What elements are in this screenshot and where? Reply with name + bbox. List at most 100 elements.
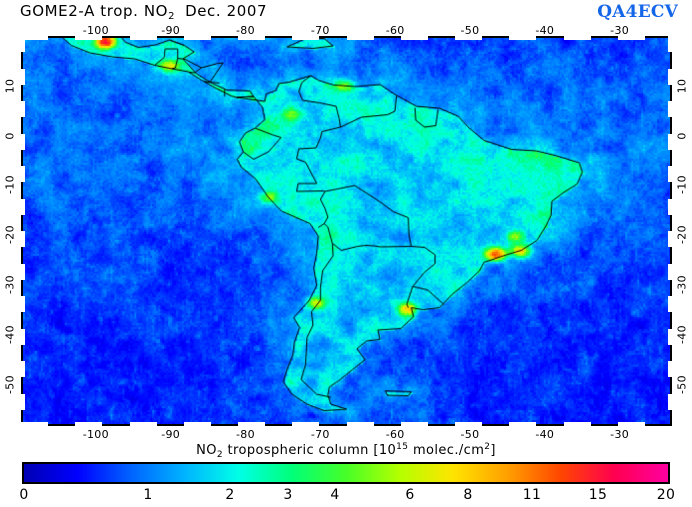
frame-dash-top-8 (238, 36, 266, 40)
frame-dash-top-14 (400, 36, 428, 40)
frame-dash-left-12 (21, 231, 25, 248)
frame-dash-bottom-6 (183, 422, 211, 426)
colorbar-tick-8: 8 (463, 487, 473, 503)
frame-dash-bottom-0 (21, 422, 49, 426)
frame-dash-right-22 (668, 393, 672, 410)
no2-column-heatmap (23, 38, 670, 424)
x-axis-tick-bottom--50: -50 (460, 428, 480, 441)
cbar-title-bracket: ] (490, 443, 496, 458)
y-axis-tick-left--20: -20 (3, 225, 17, 244)
frame-dash-top-22 (617, 36, 645, 40)
frame-dash-right-4 (668, 101, 672, 118)
frame-dash-left-6 (21, 133, 25, 150)
y-axis-tick-left-0: 0 (3, 132, 17, 140)
frame-dash-right-18 (668, 328, 672, 345)
frame-dash-top-16 (455, 36, 483, 40)
x-axis-tick-top--30: -30 (610, 24, 630, 37)
frame-dash-right-20 (668, 361, 672, 378)
cbar-title-units: molec./cm (408, 443, 485, 458)
y-axis-tick-right-10: 10 (675, 78, 689, 94)
frame-dash-top-20 (563, 36, 591, 40)
frame-dash-left-20 (21, 361, 25, 378)
title-period: Dec. 2007 (185, 2, 268, 20)
frame-dash-bottom-8 (238, 422, 266, 426)
y-axis-tick-right--10: -10 (675, 175, 689, 194)
frame-dash-bottom-12 (346, 422, 374, 426)
frame-dash-top-4 (129, 36, 157, 40)
x-axis-tick-bottom--70: -70 (310, 428, 330, 441)
colorbar (22, 462, 670, 484)
x-axis-tick-top--100: -100 (82, 24, 109, 37)
x-axis-tick-top--50: -50 (460, 24, 480, 37)
x-axis-tick-top--80: -80 (236, 24, 255, 37)
cbar-title-sub: 2 (216, 450, 224, 460)
cbar-title-units-exponent: 2 (484, 442, 491, 452)
qa4ecv-logo: QA4ECV (597, 2, 678, 22)
frame-dash-right-12 (668, 231, 672, 248)
frame-dash-left-4 (21, 101, 25, 118)
colorbar-tick-11: 11 (522, 487, 542, 503)
frame-dash-top-6 (183, 36, 211, 40)
frame-dash-left-22 (21, 393, 25, 410)
x-axis-tick-bottom--100: -100 (82, 428, 109, 441)
frame-dash-right-2 (668, 68, 672, 85)
frame-dash-bottom-16 (455, 422, 483, 426)
colorbar-tick-3: 3 (283, 487, 293, 503)
frame-dash-bottom-20 (563, 422, 591, 426)
frame-dash-top-10 (292, 36, 320, 40)
x-axis-tick-bottom--80: -80 (236, 428, 255, 441)
frame-dash-bottom-18 (509, 422, 537, 426)
x-axis-tick-bottom--40: -40 (535, 428, 555, 441)
y-axis-tick-right--30: -30 (675, 275, 689, 294)
frame-dash-right-10 (668, 198, 672, 215)
x-axis-tick-top--40: -40 (535, 24, 555, 37)
cbar-title-mid: tropospheric column [10 (223, 443, 397, 458)
colorbar-tick-15: 15 (588, 487, 608, 503)
y-axis-tick-left--30: -30 (3, 275, 17, 294)
frame-dash-left-18 (21, 328, 25, 345)
frame-dash-left-0 (21, 36, 25, 53)
colorbar-tick-2: 2 (225, 487, 235, 503)
colorbar-tick-4: 4 (330, 487, 340, 503)
x-axis-tick-bottom--60: -60 (385, 428, 405, 441)
cbar-title-no: NO (196, 443, 217, 458)
frame-dash-right-16 (668, 296, 672, 313)
frame-dash-bottom-22 (617, 422, 645, 426)
frame-dash-top-12 (346, 36, 374, 40)
y-axis-tick-left-10: 10 (3, 78, 17, 94)
x-axis-tick-top--60: -60 (385, 24, 405, 37)
frame-dash-top-0 (21, 36, 49, 40)
colorbar-tick-20: 20 (656, 487, 676, 503)
frame-dash-top-18 (509, 36, 537, 40)
y-axis-tick-left--50: -50 (3, 375, 17, 394)
x-axis-tick-bottom--90: -90 (161, 428, 181, 441)
frame-dash-right-0 (668, 36, 672, 53)
colorbar-gradient (24, 464, 668, 482)
colorbar-title: NO2 tropospheric column [1015 molec./cm2… (196, 442, 496, 460)
frame-dash-right-14 (668, 263, 672, 280)
x-axis-tick-bottom--30: -30 (610, 428, 630, 441)
cbar-title-exponent: 15 (396, 442, 409, 452)
y-axis-tick-right-0: 0 (675, 132, 689, 140)
colorbar-tick-6: 6 (405, 487, 415, 503)
frame-dash-bottom-14 (400, 422, 428, 426)
x-axis-tick-top--90: -90 (161, 24, 181, 37)
frame-dash-right-6 (668, 133, 672, 150)
frame-dash-left-2 (21, 68, 25, 85)
y-axis-tick-right--50: -50 (675, 375, 689, 394)
title-species-subscript: 2 (168, 11, 176, 22)
title-instrument: GOME2-A trop. NO (20, 2, 169, 20)
frame-dash-top-2 (75, 36, 103, 40)
y-axis-tick-left--10: -10 (3, 175, 17, 194)
frame-dash-right-8 (668, 166, 672, 183)
frame-dash-bottom-2 (75, 422, 103, 426)
frame-dash-left-10 (21, 198, 25, 215)
page-title: GOME2-A trop. NO2 Dec. 2007 (20, 2, 268, 22)
frame-dash-bottom-10 (292, 422, 320, 426)
colorbar-tick-0: 0 (19, 487, 29, 503)
frame-dash-bottom-4 (129, 422, 157, 426)
map-plot-frame (21, 36, 672, 426)
y-axis-tick-left--40: -40 (3, 325, 17, 344)
frame-dash-left-14 (21, 263, 25, 280)
colorbar-tick-1: 1 (143, 487, 153, 503)
